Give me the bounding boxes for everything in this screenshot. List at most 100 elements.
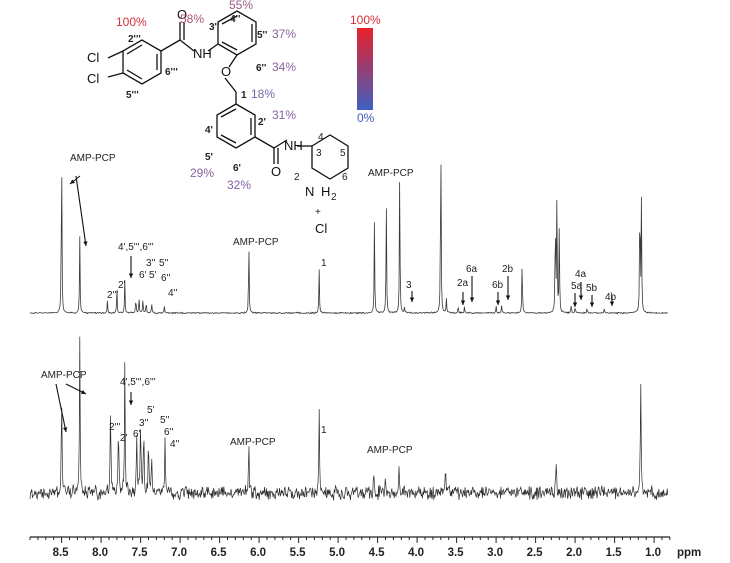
peak-label: 2b bbox=[502, 264, 514, 275]
epitope-pct-31: 31% bbox=[272, 108, 296, 122]
peak-arrowhead bbox=[578, 295, 584, 300]
x-tick-label: 2.5 bbox=[527, 547, 544, 559]
x-tick-label: 3.5 bbox=[448, 547, 465, 559]
atom-plus-charge: + bbox=[315, 207, 321, 218]
epitope-pct-34: 34% bbox=[272, 60, 296, 74]
pos-6p: 6' bbox=[233, 163, 241, 174]
peak-label: 2' bbox=[120, 433, 128, 444]
peak-label: AMP-PCP bbox=[230, 437, 276, 448]
peak-label: 4',5''',6''' bbox=[120, 377, 156, 388]
std-nmr-reference-spectrum bbox=[29, 164, 668, 315]
x-tick-label: 4.5 bbox=[369, 547, 386, 559]
pos-5pp: 5'' bbox=[257, 30, 267, 41]
colorbar-gradient bbox=[357, 28, 373, 110]
epitope-pct-32: 32% bbox=[227, 178, 251, 192]
epitope-pct-100: 100% bbox=[116, 15, 147, 29]
x-tick-label: 5.0 bbox=[329, 547, 345, 559]
peak-label: 4'' bbox=[168, 288, 177, 299]
peak-arrowhead bbox=[83, 241, 88, 246]
atom-o-amide-1: O bbox=[177, 7, 187, 22]
x-tick-label: 2.0 bbox=[566, 547, 582, 559]
color-scale-bar: 100% 0% bbox=[350, 13, 381, 125]
x-tick-label: 5.5 bbox=[290, 547, 307, 559]
peak-label: 3'' bbox=[139, 418, 148, 429]
peak-label: 5' bbox=[147, 405, 155, 416]
x-tick-label: 7.0 bbox=[171, 547, 187, 559]
pos-2ppp: 2''' bbox=[128, 34, 141, 45]
peak-label: 3'' bbox=[146, 258, 155, 269]
peak-arrow bbox=[75, 175, 87, 247]
pos-5: 5 bbox=[340, 148, 346, 159]
top-annotations: AMP-PCP AMP-PCP 1 AMP-PCP 4',5''',6''' 2'''2'… bbox=[69, 153, 617, 307]
peak-label: 6' bbox=[133, 429, 141, 440]
bottom-annotations: AMP-PCP 4',5''',6''' 2'''2' 6'3'' 5' 5''6''4'… bbox=[41, 370, 413, 456]
x-axis: 8.5 8.0 7.5 7.0 6.5 6.0 5.5 5.0 4.5 4.0 3.5 3.0 2.5 2… bbox=[29, 536, 701, 559]
peak-arrowhead bbox=[81, 390, 86, 394]
peak-label: 4'' bbox=[170, 439, 179, 450]
pos-1: 1 bbox=[241, 90, 247, 101]
x-tick-label: 3.0 bbox=[487, 547, 503, 559]
epitope-pct-18: 18% bbox=[251, 87, 275, 101]
peak-label: 5b bbox=[586, 283, 598, 294]
peak-arrowhead bbox=[70, 179, 75, 184]
benzamide-ring bbox=[216, 103, 256, 149]
peak-label: 4b bbox=[605, 292, 617, 303]
x-tick-label: 7.5 bbox=[132, 547, 149, 559]
peak-label: 1 bbox=[321, 258, 327, 269]
atom-o-ether: O bbox=[221, 64, 231, 79]
peak-arrowhead bbox=[62, 427, 68, 432]
peak-arrowhead bbox=[609, 301, 615, 306]
atom-nh-1: NH bbox=[193, 46, 212, 61]
peak-arrowhead bbox=[495, 300, 501, 305]
peak-label: 2''' bbox=[107, 290, 118, 301]
peak-label: 4a bbox=[575, 269, 587, 280]
pos-6: 6 bbox=[342, 172, 348, 183]
peak-label: AMP-PCP bbox=[70, 153, 116, 164]
atom-h-piperidine: H bbox=[321, 184, 330, 199]
peak-label: 2a bbox=[457, 278, 469, 289]
chemical-structure bbox=[107, 10, 349, 180]
peak-label: 3 bbox=[406, 280, 412, 291]
pos-4pp: 4'' bbox=[230, 14, 240, 25]
x-tick-label: 8.0 bbox=[92, 547, 108, 559]
x-tick-label: 6.0 bbox=[250, 547, 266, 559]
peak-label: 6'' bbox=[164, 427, 173, 438]
peak-arrowhead bbox=[460, 300, 466, 305]
atom-cl-1: Cl bbox=[87, 50, 99, 65]
x-tick-label: 6.5 bbox=[211, 547, 228, 559]
pos-6ppp: 6''' bbox=[165, 67, 178, 78]
peak-arrowhead bbox=[469, 297, 475, 302]
peak-label: 5' bbox=[149, 270, 157, 281]
peak-label: 6'' bbox=[161, 273, 170, 284]
x-tick-label: 1.0 bbox=[645, 547, 661, 559]
pos-2: 2 bbox=[294, 172, 300, 183]
peak-arrowhead bbox=[572, 302, 578, 307]
peak-label: 5'' bbox=[160, 415, 169, 426]
std-nmr-difference-spectrum bbox=[29, 336, 669, 501]
colorbar-min-label: 0% bbox=[357, 111, 375, 125]
pos-2p: 2' bbox=[258, 117, 266, 128]
atom-h-subscript: 2 bbox=[331, 192, 337, 203]
peak-label: 4',5''',6''' bbox=[118, 242, 154, 253]
epitope-pct-58: 58% bbox=[180, 12, 204, 26]
peak-label: 6a bbox=[466, 264, 478, 275]
peak-label: 5'' bbox=[159, 258, 168, 269]
structure-labels: Cl Cl O O NH O NH N H 2 + Cl 2''' 6''' 5… bbox=[87, 0, 348, 236]
peak-label: 1 bbox=[321, 425, 327, 436]
peak-label: 6' bbox=[139, 270, 147, 281]
peak-label: 2' bbox=[118, 280, 126, 291]
pos-5ppp: 5''' bbox=[126, 90, 139, 101]
peak-arrowhead bbox=[505, 295, 511, 300]
pos-3pp: 3'' bbox=[209, 22, 219, 33]
x-axis-label: ppm bbox=[677, 547, 701, 559]
peak-label: AMP-PCP bbox=[367, 445, 413, 456]
pos-4: 4 bbox=[318, 132, 324, 143]
atom-cl-2: Cl bbox=[87, 71, 99, 86]
piperidine-ring bbox=[311, 134, 349, 180]
dichlorophenyl-ring bbox=[122, 39, 162, 85]
x-tick-label: 4.0 bbox=[408, 547, 424, 559]
peak-arrowhead bbox=[409, 297, 415, 302]
pos-3: 3 bbox=[316, 148, 322, 159]
atom-nh-2: NH bbox=[284, 138, 303, 153]
